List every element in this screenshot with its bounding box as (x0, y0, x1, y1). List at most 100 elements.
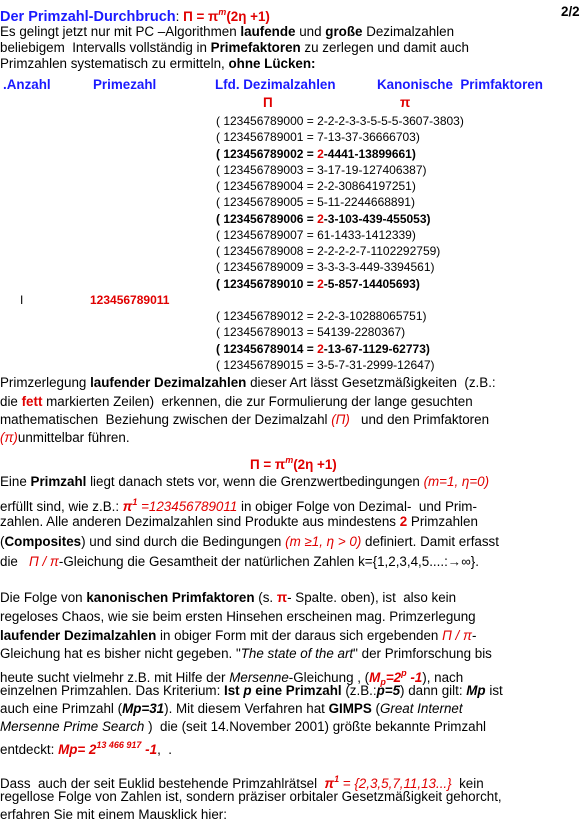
text-line: ( 123456789009 = 3-3-3-3-449-3394561) (216, 259, 435, 275)
text-segment: ), nach (422, 670, 464, 685)
text-segment: große (325, 24, 363, 39)
text-line: heute sucht vielmehr z.B. mit Hilfe der … (0, 665, 463, 687)
text-line: Dass auch der seit Euklid bestehende Pri… (0, 771, 484, 791)
text-segment: (s. (254, 590, 277, 605)
text-segment: Π = π (183, 9, 219, 24)
text-segment: -3-103-439-455053) (323, 211, 431, 226)
text-segment: π (122, 499, 133, 514)
text-segment: (2η +1) (226, 9, 270, 24)
text-segment: 1 (132, 497, 138, 507)
text-segment: ) die (seit 14.November 2001) größte bek… (144, 719, 487, 734)
text-segment: Primzerlegung (0, 375, 91, 390)
text-segment: ) dann gilt: (400, 683, 467, 698)
page-number: 2/2 (561, 4, 580, 19)
text-segment: eine Primzahl (251, 683, 342, 698)
text-segment: Der Primzahl-Durchbruch (0, 9, 176, 25)
text-line: Π = πm(2η +1) (250, 452, 337, 472)
text-segment: π (276, 590, 288, 605)
text-segment: ( 123456789005 = 5-11-2244668891) (216, 195, 415, 210)
text-segment: die (0, 554, 30, 569)
text-segment: fett (21, 394, 43, 409)
text-segment: ( 123456789015 = 3-5-7-31-2999-12647) (216, 357, 435, 372)
text-line: Der Primzahl-Durchbruch: Π = πm(2η +1) (0, 4, 270, 25)
text-line: ( 123456789001 = 7-13-37-36666703) (216, 129, 420, 145)
text-segment: π (324, 776, 335, 791)
text-segment: ( 123456789006 = (216, 211, 318, 226)
text-line: Mersenne Prime Search ) die (seit 14.Nov… (0, 719, 486, 735)
text-segment: einzelnen Primzahlen. Das Kriterium: (0, 683, 225, 698)
text-segment: Gleichung hat es bisher nicht gegeben. " (0, 646, 241, 661)
text-segment: erfüllt sind, wie z.B.: (0, 499, 123, 514)
text-line: Gleichung hat es bisher nicht gegeben. "… (0, 646, 492, 662)
text-segment: in obiger Folge von Dezimal- und Prim- (237, 499, 477, 514)
text-segment: zahlen. Alle anderen Dezimalzahlen sind … (0, 514, 400, 529)
text-segment: markierten Zeilen) erkennen, die zur For… (42, 394, 473, 409)
text-segment: laufender Dezimalzahlen (0, 628, 157, 643)
text-segment: ). Mit diesem Verfahren hat (164, 701, 329, 716)
text-segment: auch eine Primzahl ( (0, 701, 123, 716)
text-segment: Es gelingt jetzt nur mit PC –Algorithmen (0, 24, 241, 39)
text-segment: ( 123456789002 = (216, 146, 318, 161)
text-line: regellose Folge von Zahlen ist, sondern … (0, 789, 502, 805)
column-symbol: π (400, 95, 411, 110)
text-line: Die Folge von kanonischen Primfaktoren (… (0, 590, 456, 606)
text-segment: Dezimalzahlen (362, 24, 455, 39)
text-line: zahlen. Alle anderen Dezimalzahlen sind … (0, 514, 478, 530)
text-segment: in obiger Form mit der daraus sich ergeb… (156, 628, 443, 643)
text-segment: (m ≥1, η > 0) (285, 534, 362, 549)
text-segment: ( (371, 701, 380, 716)
text-segment: unmittelbar führen. (17, 430, 130, 445)
text-segment: M (369, 670, 381, 685)
text-line: erfüllt sind, wie z.B.: π1 =123456789011… (0, 494, 477, 514)
text-line: ( 123456789007 = 61-1433-1412339) (216, 227, 416, 243)
text-segment: =123456789011 (137, 499, 238, 514)
text-line: die Π / π-Gleichung die Gesamtheit der n… (0, 554, 479, 570)
text-segment: (z.B.: (341, 683, 377, 698)
text-segment: Dass auch der seit Euklid bestehende Pri… (0, 776, 325, 791)
text-segment: und den Primfaktoren (349, 412, 490, 427)
prime-number: 123456789011 (90, 292, 170, 307)
text-segment: ( 123456789004 = 2-2-30864197251) (216, 179, 416, 193)
text-line: die fett markierten Zeilen) erkennen, di… (0, 394, 473, 410)
text-line: ( 123456789006 = 2-3-103-439-455053) (216, 211, 431, 227)
text-line: (Composites) und sind durch die Bedingun… (0, 534, 499, 550)
text-segment: laufende (240, 24, 296, 39)
text-segment: p (401, 668, 407, 678)
text-segment: laufender Dezimalzahlen (90, 375, 247, 390)
text-line: (π)unmittelbar führen. (0, 430, 130, 446)
text-segment: dieser Art lässt Gesetzmäßigkeiten (z.B.… (246, 375, 496, 390)
text-segment: ( 123456789009 = 3-3-3-3-449-3394561) (216, 260, 435, 275)
text-segment: ( 123456789014 = (216, 341, 318, 356)
text-segment: entdeckt: (0, 742, 59, 757)
text-segment: erfahren Sie mit einem Mausklick hier: (0, 807, 227, 822)
text-segment: definiert. Damit erfasst (361, 534, 499, 549)
text-segment: -Gleichung , ( (288, 670, 370, 685)
text-segment: 2 (317, 146, 324, 161)
text-segment: : (175, 9, 184, 24)
text-segment: m (218, 7, 227, 17)
text-line: einzelnen Primzahlen. Das Kriterium: Ist… (0, 683, 503, 699)
text-segment: ( 123456789001 = 7-13-37-36666703) (216, 130, 420, 145)
text-segment: regellose Folge von Zahlen ist, sondern … (0, 789, 502, 804)
text-segment: 13 466 917 (96, 740, 142, 750)
text-segment: p (380, 677, 386, 687)
text-segment: p=5 (376, 683, 401, 698)
text-segment: kein (451, 776, 484, 791)
text-segment: die (0, 394, 22, 409)
text-line: ( 123456789005 = 5-11-2244668891) (216, 194, 415, 210)
text-segment: 2 (399, 514, 408, 529)
text-segment: (m=1, η=0) (423, 474, 490, 489)
prime-marker: I (20, 292, 24, 307)
text-line: auch eine Primzahl (Mp=31). Mit diesem V… (0, 701, 463, 717)
text-segment: ( 123456789010 = (216, 276, 318, 291)
text-segment: ( 123456789012 = 2-2-3-10288065751) (216, 309, 427, 323)
column-header: Lfd. Dezimalzahlen (215, 77, 336, 92)
text-segment: und (295, 24, 326, 39)
text-segment: m (285, 455, 294, 465)
text-line: ( 123456789013 = 54139-2280367) (216, 324, 405, 340)
text-line: ( 123456789008 = 2-2-2-2-7-1102292759) (216, 243, 440, 259)
text-segment: 2 (317, 276, 324, 291)
text-segment: Π / π (442, 628, 472, 643)
text-segment: liegt danach stets vor, wenn die Grenzwe… (86, 474, 424, 489)
